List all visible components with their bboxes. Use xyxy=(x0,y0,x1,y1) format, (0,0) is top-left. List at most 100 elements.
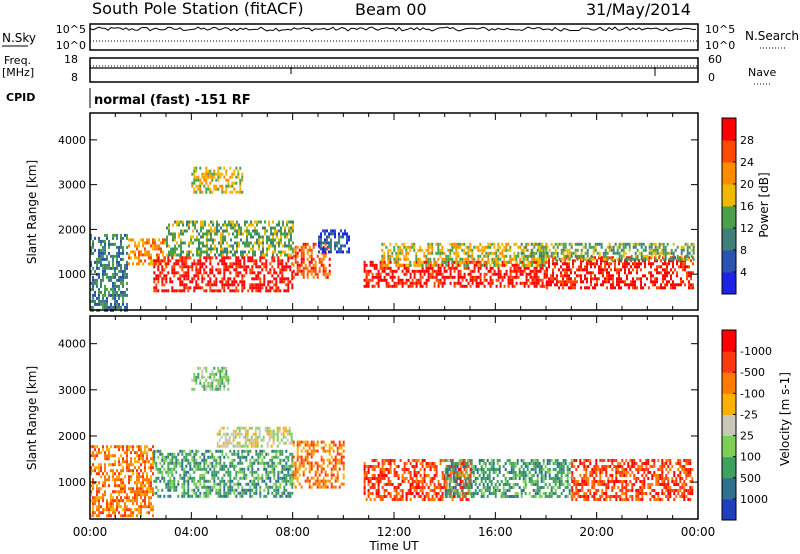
power-cell xyxy=(545,257,548,261)
power-cell xyxy=(233,172,236,176)
power-cell xyxy=(114,293,116,297)
velocity-cell xyxy=(126,460,128,464)
power-cell xyxy=(221,184,224,188)
power-cell xyxy=(469,254,472,258)
power-cell xyxy=(580,242,583,246)
velocity-cell xyxy=(116,484,118,488)
velocity-cell xyxy=(213,470,216,474)
power-cell xyxy=(116,272,118,276)
power-cell xyxy=(425,266,428,270)
power-cell xyxy=(441,284,444,288)
velocity-cell xyxy=(336,452,339,456)
power-cell xyxy=(197,178,200,182)
velocity-cell xyxy=(278,426,281,430)
power-cell xyxy=(202,235,204,239)
velocity-cell xyxy=(217,476,220,480)
power-cell xyxy=(213,187,216,191)
power-cell xyxy=(630,265,632,269)
power-cell xyxy=(608,280,610,284)
power-cell xyxy=(608,277,610,281)
power-cell xyxy=(292,250,294,254)
velocity-cell xyxy=(183,455,186,459)
velocity-cell xyxy=(193,470,196,474)
power-cell xyxy=(389,248,392,252)
power-cell xyxy=(223,268,226,272)
power-cell xyxy=(499,245,502,249)
power-cell xyxy=(246,226,248,230)
power-cell xyxy=(658,286,660,290)
power-cell xyxy=(383,263,386,267)
velocity-cell xyxy=(377,462,380,465)
power-cell xyxy=(102,239,104,243)
power-cell xyxy=(405,269,408,273)
velocity-cell xyxy=(140,505,142,509)
power-cell xyxy=(545,254,548,258)
velocity-cell xyxy=(144,484,146,488)
power-cell xyxy=(425,260,428,264)
power-cell xyxy=(491,257,494,261)
power-cell xyxy=(479,263,482,267)
velocity-cell xyxy=(375,465,378,468)
power-cell xyxy=(205,166,208,170)
power-cell xyxy=(241,289,244,293)
velocity-cell xyxy=(136,490,138,494)
power-cell xyxy=(248,223,250,227)
power-cell xyxy=(289,265,292,269)
velocity-cell xyxy=(159,449,162,453)
power-cell xyxy=(640,257,643,261)
velocity-cell xyxy=(120,454,122,458)
velocity-cell xyxy=(102,496,104,500)
velocity-cell xyxy=(271,470,274,474)
velocity-cell xyxy=(96,505,98,509)
velocity-cell xyxy=(197,464,200,468)
velocity-cell xyxy=(276,435,279,439)
power-cell xyxy=(285,262,288,266)
velocity-cell xyxy=(213,458,216,462)
power-cell xyxy=(519,245,522,249)
velocity-cell xyxy=(246,438,249,442)
power-cell xyxy=(628,268,630,272)
power-cell xyxy=(608,271,610,275)
velocity-cell xyxy=(383,462,386,465)
power-cell xyxy=(545,251,548,255)
power-cell xyxy=(148,238,150,242)
velocity-cell xyxy=(403,477,406,480)
velocity-cell xyxy=(310,485,313,489)
power-cell xyxy=(288,238,290,242)
power-cell xyxy=(144,259,146,263)
power-cell xyxy=(427,248,430,252)
velocity-cell xyxy=(167,494,170,498)
velocity-cell xyxy=(112,505,114,509)
velocity-cell xyxy=(253,491,256,495)
power-cell xyxy=(291,283,294,287)
velocity-cell xyxy=(238,444,241,448)
velocity-cell xyxy=(427,498,430,501)
velocity-cell xyxy=(413,459,416,462)
power-cell xyxy=(112,254,114,258)
velocity-cell xyxy=(373,498,376,501)
velocity-cell xyxy=(383,495,386,498)
velocity-cell xyxy=(291,455,294,459)
velocity-cell xyxy=(289,464,292,468)
power-cell xyxy=(245,265,248,269)
power-cell xyxy=(90,245,92,249)
power-cell xyxy=(247,256,250,260)
power-cell xyxy=(154,247,156,251)
power-cell xyxy=(276,223,278,227)
power-cell xyxy=(570,251,573,255)
power-cell xyxy=(391,251,394,255)
velocity-cell xyxy=(142,505,144,509)
power-cell xyxy=(120,242,122,246)
power-cell xyxy=(312,266,315,270)
power-cell xyxy=(407,269,410,273)
power-cell xyxy=(475,281,478,285)
velocity-cell xyxy=(229,473,232,477)
power-cell xyxy=(268,220,270,224)
power-cell xyxy=(550,283,552,287)
power-cell xyxy=(387,272,390,276)
power-cell xyxy=(429,260,432,264)
velocity-cell xyxy=(150,487,152,491)
power-cell xyxy=(216,247,218,251)
power-cell xyxy=(209,271,212,275)
power-cell xyxy=(285,277,288,281)
